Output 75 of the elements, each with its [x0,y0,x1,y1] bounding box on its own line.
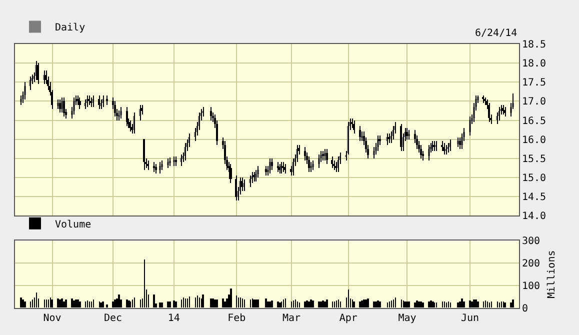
x-tick-label: Nov [43,313,62,324]
y-tick-label: 18.0 [522,58,546,70]
bar [457,302,459,308]
x-tick-label: 14 [168,313,180,324]
bar [463,302,465,308]
y-tick-label: 14.5 [522,192,546,204]
bar [408,302,410,308]
bar [161,302,163,308]
bar [459,302,461,308]
bar [277,302,279,308]
y-tick-label: 16.0 [522,134,546,146]
bar [173,300,175,308]
bar [159,302,161,308]
bar [167,302,169,308]
bar [169,302,171,308]
y-tick-label: 17.5 [522,78,546,89]
bar [71,298,73,308]
bar [512,300,514,308]
x-tick-label: Apr [339,313,358,324]
bar [230,288,232,308]
bar [114,300,116,308]
text: 6/24/14 [475,28,518,39]
bar [175,302,177,308]
bar [428,302,430,308]
x-tick-label: Dec [104,313,122,324]
bar [271,300,273,308]
y-tick-label: 17.0 [522,96,546,108]
y-tick-label: 200 [522,258,540,270]
y-tick-label: 300 [522,236,540,248]
bar [79,302,81,308]
bar [304,302,306,308]
bar [257,300,259,308]
legend-label: Volume [55,219,92,230]
bar [367,298,369,308]
bar [20,298,22,308]
bar [216,300,218,308]
x-tick-label: Jun [460,313,479,324]
bar [222,298,224,308]
bar [318,302,320,308]
y-tick-label: 100 [522,281,540,292]
y-tick-label: 15.0 [522,172,546,184]
bar [265,298,267,308]
bar [359,302,361,308]
y-tick-label: 18.5 [522,40,546,50]
bar [153,294,155,308]
bar [312,300,314,308]
y-tick-label: 16.5 [522,116,546,127]
bar [469,300,471,308]
bar [326,300,328,308]
y-axis-title: Millions [546,250,558,298]
bar [65,300,67,308]
bar [422,302,424,308]
bar [102,302,104,308]
bar [226,298,228,308]
bar [126,300,128,308]
bar [414,302,416,308]
y-tick-label: 15.5 [522,154,546,165]
y-tick-label: 14.0 [522,211,546,222]
legend-label: Daily [55,22,86,34]
bar [373,302,375,308]
y-tick-label: 0 [522,304,528,314]
bar [477,302,479,308]
bar [379,302,381,308]
bar [510,302,512,308]
bar [202,294,204,308]
x-tick-label: May [398,313,416,324]
bar [106,304,108,308]
bar [112,302,114,308]
bar [24,302,26,308]
x-tick-label: Mar [282,313,301,324]
x-tick-label: Feb [228,313,246,324]
bar [57,298,59,308]
bar [22,300,24,308]
bar [118,294,120,308]
bar [210,298,212,308]
